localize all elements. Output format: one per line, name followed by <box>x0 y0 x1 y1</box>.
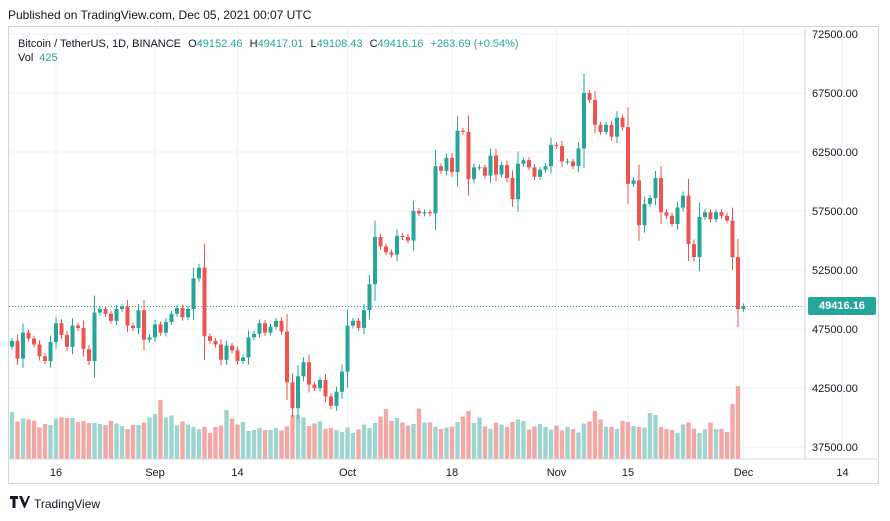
symbol-title: Bitcoin / TetherUS, 1D, BINANCE <box>18 38 182 50</box>
high-key: H <box>249 38 258 50</box>
last-price-tag: 49416.16 <box>808 297 876 315</box>
footer[interactable]: TradingView <box>10 496 100 511</box>
open-key: O <box>188 38 197 50</box>
close-key: C <box>369 38 378 50</box>
footer-brand[interactable]: TradingView <box>34 496 101 511</box>
tradingview-logo-icon <box>10 496 30 511</box>
low-value: 49108.43 <box>316 38 363 50</box>
chart-frame[interactable] <box>8 26 879 484</box>
close-value: 49416.16 <box>377 38 424 50</box>
published-caption: Published on TradingView.com, Dec 05, 20… <box>8 8 312 22</box>
high-value: 49417.01 <box>257 38 304 50</box>
change-value: +263.69 (+0.54%) <box>430 38 519 50</box>
volume-value: 425 <box>39 52 58 64</box>
volume-legend: Vol 425 <box>18 52 58 64</box>
low-key: L <box>310 38 317 50</box>
volume-key: Vol <box>18 52 34 64</box>
chart-legend: Bitcoin / TetherUS, 1D, BINANCE O49152.4… <box>18 36 519 52</box>
open-value: 49152.46 <box>196 38 243 50</box>
